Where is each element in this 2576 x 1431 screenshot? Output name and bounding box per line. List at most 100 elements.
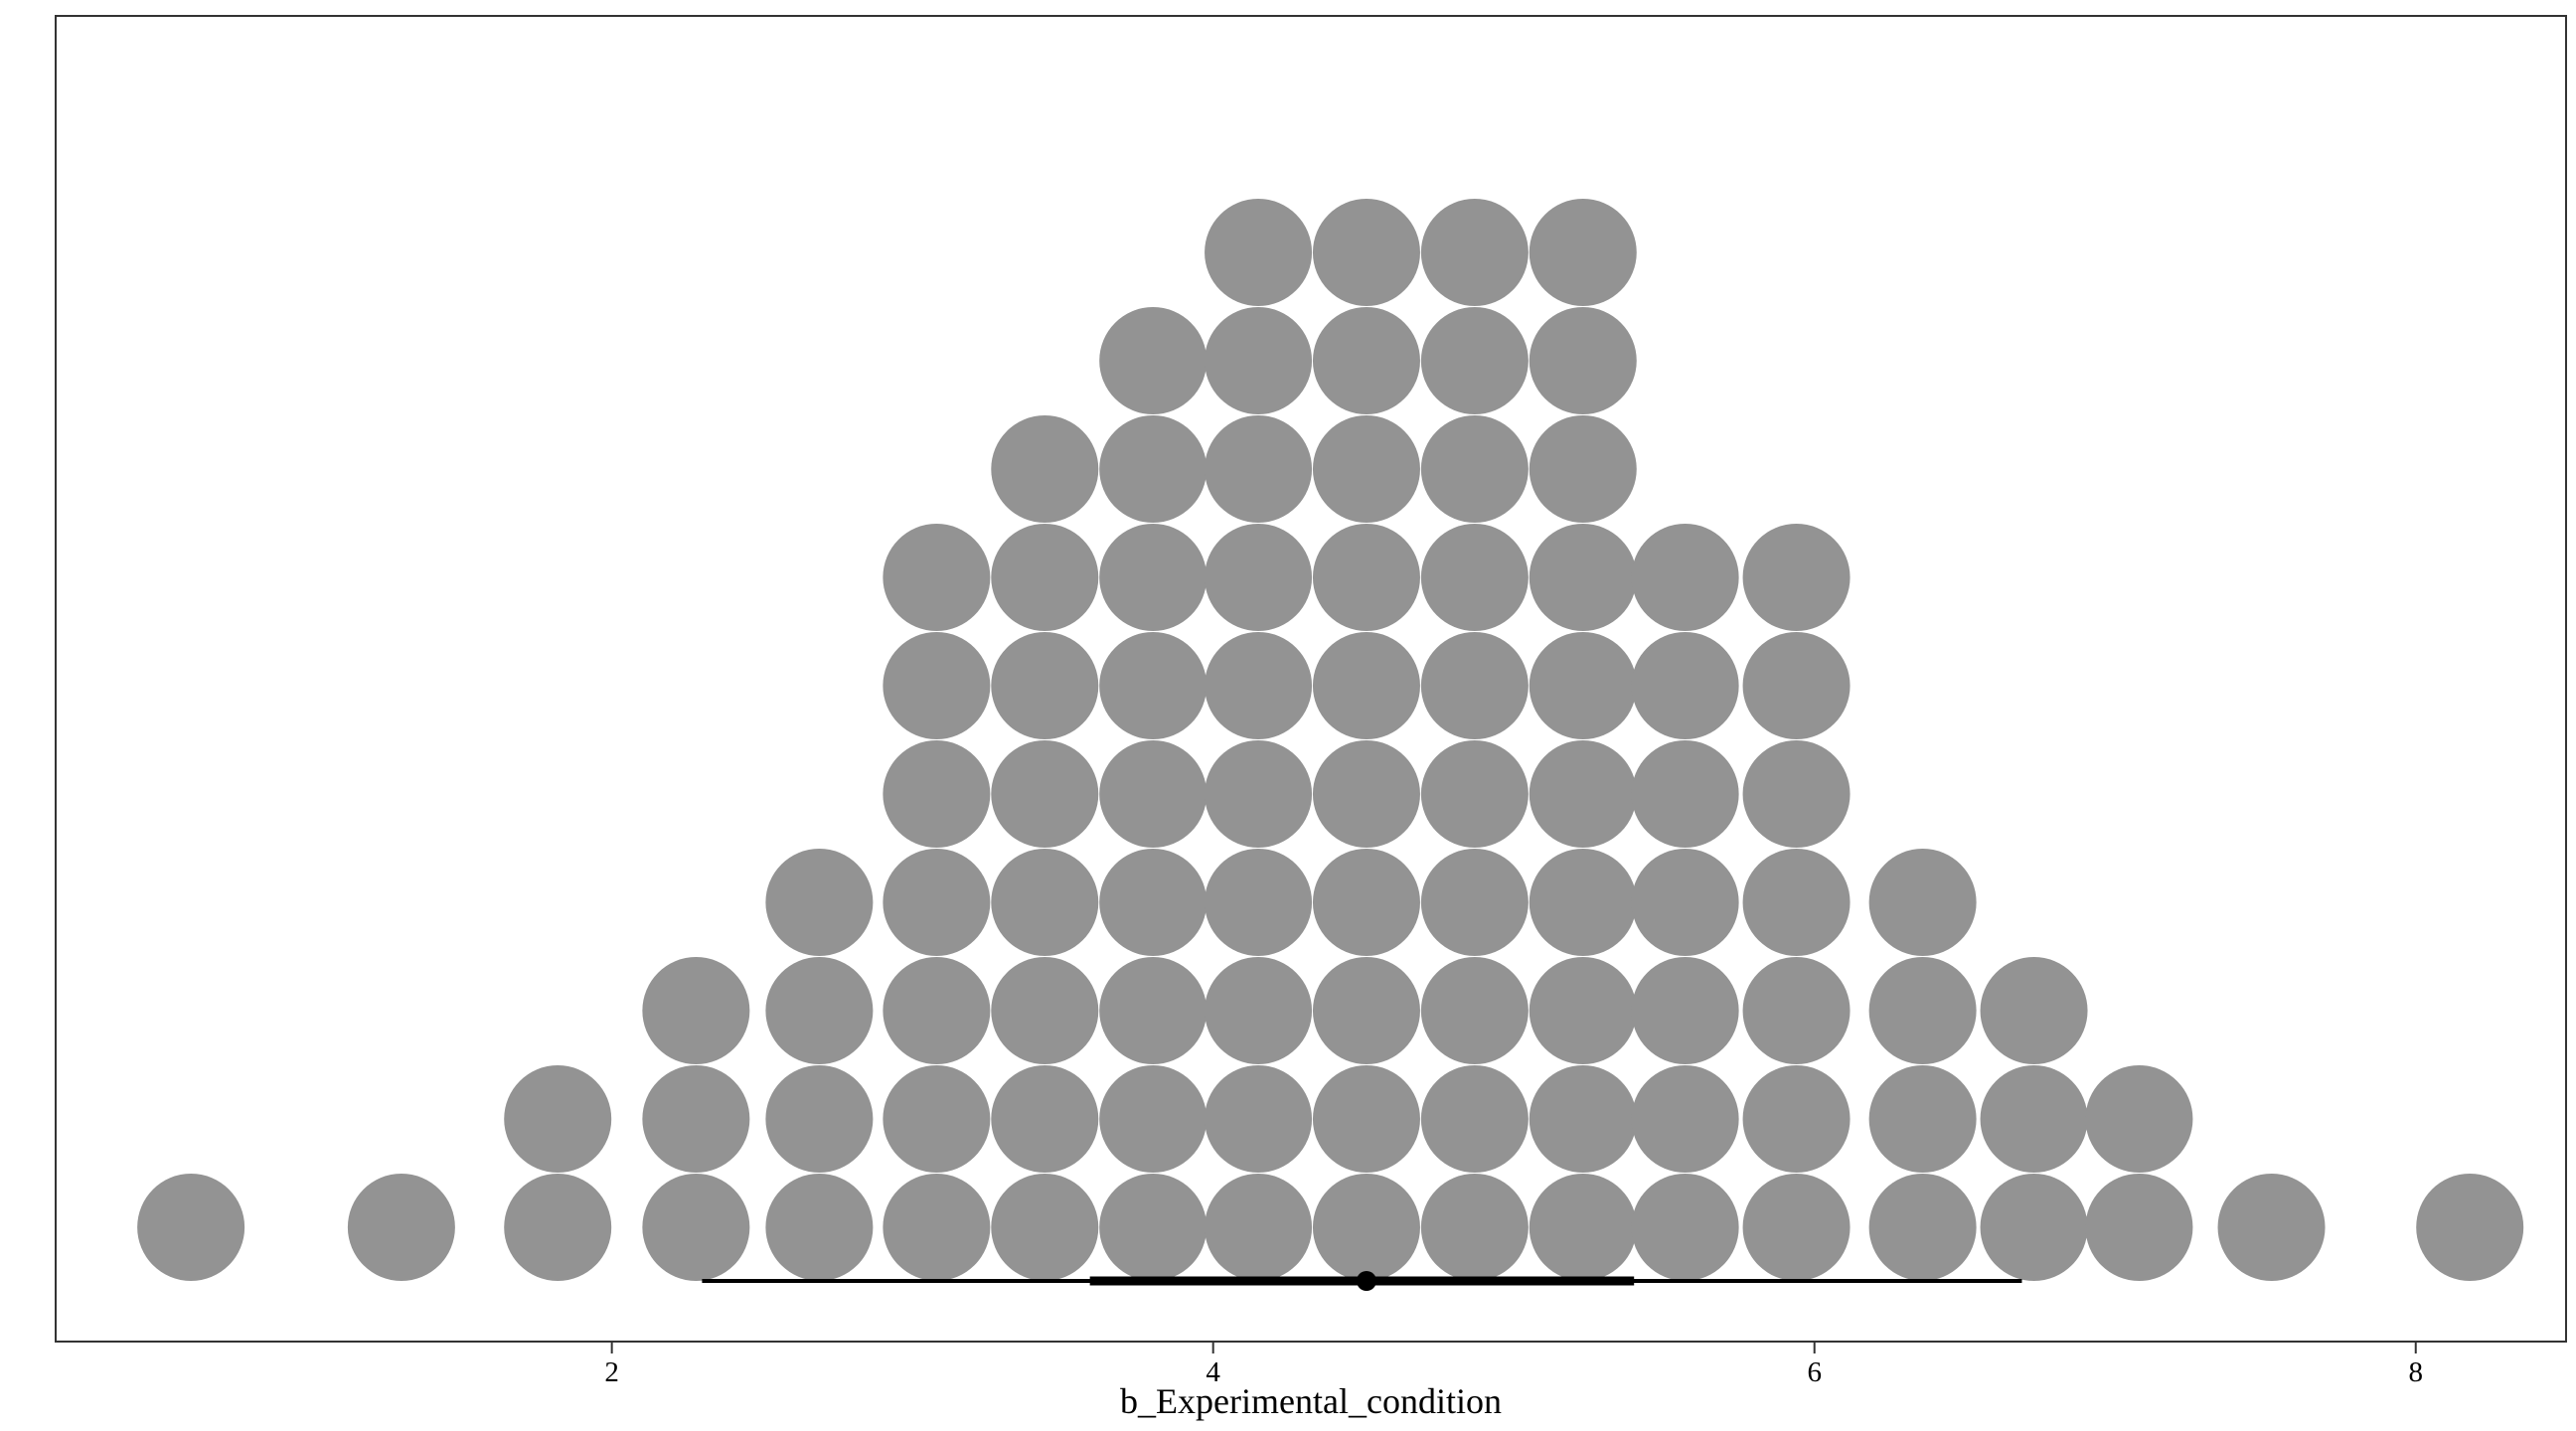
dot-col4-row1 [765,1065,874,1173]
dot-col6-row2 [991,957,1099,1064]
dot-col9-row4 [1312,740,1420,848]
dot-col8-row6 [1205,524,1313,631]
dot-col10-row0 [1420,1174,1529,1281]
dot-col8-row5 [1205,632,1313,739]
dot-col11-row8 [1529,307,1637,414]
dot-col12-row3 [1631,849,1739,956]
dot-col9-row3 [1312,849,1420,956]
dot-col14-row3 [1868,849,1977,956]
dot-col6-row0 [991,1174,1099,1281]
dot-col8-row3 [1205,849,1313,956]
dot-col9-row8 [1312,307,1420,414]
dot-col18-row0 [2416,1174,2524,1281]
dot-col8-row4 [1205,740,1313,848]
dot-col17-row0 [2217,1174,2326,1281]
dot-col12-row0 [1631,1174,1739,1281]
dot-col10-row8 [1420,307,1529,414]
dot-col10-row2 [1420,957,1529,1064]
dot-col4-row0 [765,1174,874,1281]
dot-col12-row2 [1631,957,1739,1064]
dot-col7-row2 [1099,957,1208,1064]
dot-col11-row2 [1529,957,1637,1064]
dot-col5-row6 [883,524,991,631]
dot-col15-row0 [1980,1174,2088,1281]
x-tick-label-2: 2 [604,1356,619,1388]
dot-col8-row0 [1205,1174,1313,1281]
dot-col5-row0 [883,1174,991,1281]
dot-col1-row0 [347,1174,455,1281]
dot-col13-row1 [1742,1065,1851,1173]
dot-col9-row5 [1312,632,1420,739]
dot-col5-row1 [883,1065,991,1173]
dot-col10-row1 [1420,1065,1529,1173]
dot-col14-row2 [1868,957,1977,1064]
dot-col13-row3 [1742,849,1851,956]
dot-col3-row1 [642,1065,750,1173]
dot-col10-row4 [1420,740,1529,848]
dot-col6-row7 [991,415,1099,523]
dot-col7-row3 [1099,849,1208,956]
dot-col8-row1 [1205,1065,1313,1173]
dot-col4-row3 [765,849,874,956]
dot-col8-row8 [1205,307,1313,414]
dot-col16-row1 [2085,1065,2193,1173]
dot-col6-row6 [991,524,1099,631]
dot-col13-row4 [1742,740,1851,848]
dot-col16-row0 [2085,1174,2193,1281]
dots-layer [137,199,2524,1281]
dot-col9-row9 [1312,199,1420,306]
x-axis: 2 4 6 8 [604,1342,2423,1388]
dot-col12-row6 [1631,524,1739,631]
dot-col6-row4 [991,740,1099,848]
dot-col7-row7 [1099,415,1208,523]
dot-col11-row7 [1529,415,1637,523]
dot-col11-row1 [1529,1065,1637,1173]
dot-col15-row2 [1980,957,2088,1064]
dot-col10-row6 [1420,524,1529,631]
dot-col6-row3 [991,849,1099,956]
dot-col5-row4 [883,740,991,848]
dot-col10-row5 [1420,632,1529,739]
dot-col2-row1 [504,1065,612,1173]
x-tick-label-8: 8 [2408,1356,2423,1388]
dot-col10-row3 [1420,849,1529,956]
dot-col14-row1 [1868,1065,1977,1173]
interval-layer [702,1271,2022,1291]
dot-col15-row1 [1980,1065,2088,1173]
dot-col7-row5 [1099,632,1208,739]
dot-col6-row5 [991,632,1099,739]
dot-col7-row1 [1099,1065,1208,1173]
x-tick-label-4: 4 [1206,1356,1220,1388]
dot-col11-row9 [1529,199,1637,306]
dot-col11-row4 [1529,740,1637,848]
dot-col8-row9 [1205,199,1313,306]
dot-col7-row0 [1099,1174,1208,1281]
dot-col13-row0 [1742,1174,1851,1281]
dot-col11-row3 [1529,849,1637,956]
dot-col7-row4 [1099,740,1208,848]
dot-col7-row6 [1099,524,1208,631]
dot-col12-row1 [1631,1065,1739,1173]
dot-col11-row5 [1529,632,1637,739]
dot-col3-row0 [642,1174,750,1281]
dot-col7-row8 [1099,307,1208,414]
dot-col13-row6 [1742,524,1851,631]
dot-col4-row2 [765,957,874,1064]
dot-col9-row7 [1312,415,1420,523]
dot-col11-row6 [1529,524,1637,631]
dot-col9-row2 [1312,957,1420,1064]
dot-col13-row5 [1742,632,1851,739]
dot-col13-row2 [1742,957,1851,1064]
dot-col12-row5 [1631,632,1739,739]
dot-col6-row1 [991,1065,1099,1173]
dot-col8-row2 [1205,957,1313,1064]
x-tick-label-6: 6 [1807,1356,1822,1388]
dot-col5-row2 [883,957,991,1064]
x-axis-title: b_Experimental_condition [1120,1381,1502,1421]
dot-col12-row4 [1631,740,1739,848]
dot-col9-row1 [1312,1065,1420,1173]
dot-col14-row0 [1868,1174,1977,1281]
dot-col9-row0 [1312,1174,1420,1281]
dot-col8-row7 [1205,415,1313,523]
dot-col0-row0 [137,1174,245,1281]
